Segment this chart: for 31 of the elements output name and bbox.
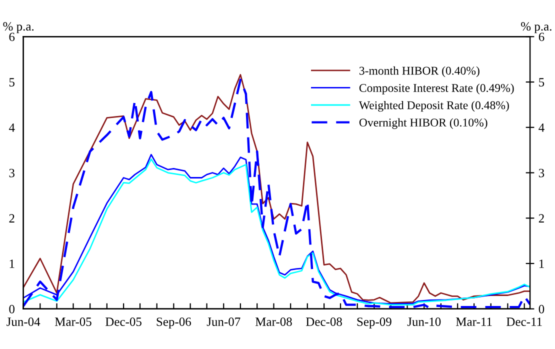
legend-label: 3-month HIBOR (0.40%): [359, 66, 480, 78]
legend-label: Overnight HIBOR (0.10%): [359, 118, 488, 129]
x-tick-label: Sep-09: [357, 318, 392, 329]
x-tick-label: Mar-05: [54, 318, 92, 326]
x-tick-label: Mar-11: [456, 318, 492, 326]
legend-label: Composite Interest Rate (0.49%): [359, 84, 514, 94]
y-tick-label: 5: [9, 78, 14, 86]
x-tick-label: Jun-10: [407, 318, 441, 326]
x-tick-label: Dec-08: [306, 318, 342, 326]
y2-tick-label: 3: [538, 168, 544, 178]
y2-tick-label: 1: [539, 260, 544, 268]
x-tick-label: Dec-05: [106, 318, 142, 326]
x-tick-label: Mar-08: [255, 318, 292, 326]
y-tick-label: 4: [8, 123, 15, 132]
y-tick-label: 0: [9, 304, 14, 314]
y2-tick-label: 0: [538, 304, 544, 314]
y2-tick-label: 6: [538, 32, 544, 42]
x-tick-label: Sep-06: [156, 318, 192, 329]
y2-tick-label: 2: [538, 214, 544, 222]
y-axis-title: % p.a.: [3, 22, 34, 34]
legend-label: Weighted Deposit Rate (0.48%): [358, 100, 509, 112]
x-tick-label: Jun-04: [6, 318, 40, 326]
y-tick-label: 1: [10, 260, 14, 268]
y2-tick-label: 4: [538, 123, 544, 132]
x-tick-label: Dec-11: [506, 318, 542, 326]
y-tick-label: 2: [9, 214, 14, 222]
y-tick-label: 6: [9, 32, 15, 42]
y2-tick-label: 5: [539, 78, 544, 86]
x-tick-label: Jun-07: [206, 318, 240, 326]
y2-axis-title: % p.a.: [521, 22, 552, 34]
y-tick-label: 3: [9, 168, 14, 178]
